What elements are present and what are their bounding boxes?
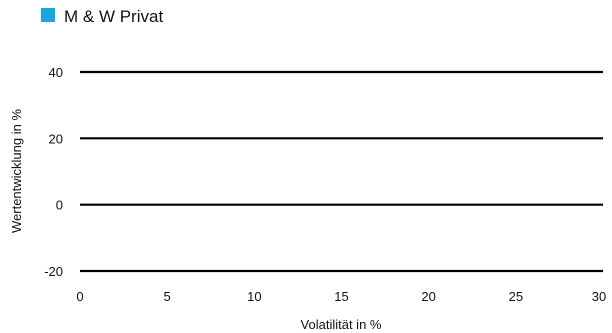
x-axis-ticks: 0 5 10 15 20 25 30 (76, 289, 606, 304)
x-tick-label: 20 (421, 289, 435, 304)
legend-swatch (41, 8, 55, 22)
y-tick-label: 40 (49, 65, 63, 80)
y-tick-label: 0 (56, 198, 63, 213)
gridlines (80, 70, 603, 273)
x-axis-title: Volatilität in % (301, 317, 382, 332)
legend-label: M & W Privat (64, 7, 163, 26)
y-axis-title: Wertentwicklung in % (9, 109, 24, 233)
y-tick-label: 20 (49, 131, 63, 146)
x-tick-label: 25 (509, 289, 523, 304)
y-axis-ticks: 40 20 0 -20 (44, 65, 63, 279)
x-tick-label: 5 (164, 289, 171, 304)
x-tick-label: 10 (247, 289, 261, 304)
legend: M & W Privat (41, 7, 163, 26)
x-tick-label: 0 (76, 289, 83, 304)
x-tick-label: 30 (592, 289, 606, 304)
x-tick-label: 15 (334, 289, 348, 304)
y-tick-label: -20 (44, 264, 63, 279)
